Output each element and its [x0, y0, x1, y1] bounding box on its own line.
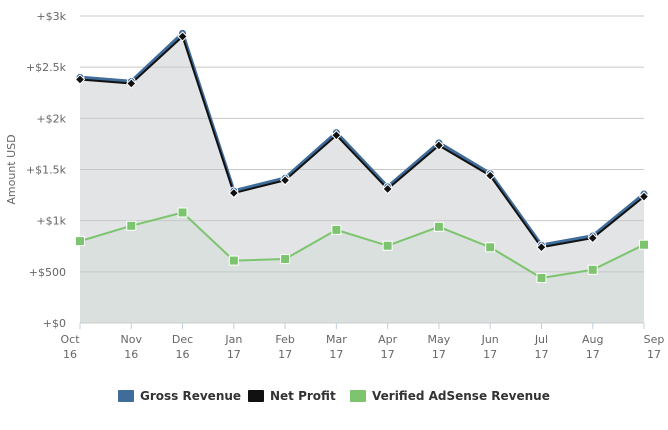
- legend-label: Net Profit: [270, 389, 336, 403]
- legend-label: Gross Revenue: [140, 389, 241, 403]
- x-tick-label: Feb 17: [275, 333, 294, 361]
- x-tick-label: May 17: [428, 333, 451, 361]
- point-net-profit: [536, 242, 547, 253]
- grid-lines: [79, 15, 645, 329]
- y-tick-label: +$3k: [36, 10, 66, 23]
- point-verified-adsense-revenue: [126, 220, 137, 231]
- point-verified-adsense-revenue: [228, 255, 239, 266]
- x-tick-label: Nov 16: [121, 333, 143, 361]
- y-tick-label: +$500: [29, 266, 66, 279]
- x-tick-label: Mar 17: [326, 333, 347, 361]
- point-net-profit: [228, 187, 240, 199]
- x-tick-label: Sep 17: [644, 333, 665, 361]
- point-verified-adsense-revenue: [75, 236, 85, 247]
- y-tick-label: +$1.5k: [26, 164, 67, 177]
- line-verified-adsense-revenue: [79, 211, 645, 279]
- x-tick-label: Apr 17: [378, 333, 398, 361]
- y-axis-ticks: +$0 +$500 +$1k +$1.5k +$2k +$2.5k +$3k: [26, 10, 67, 330]
- legend: Gross Revenue Net Profit Verified AdSense …: [118, 389, 550, 403]
- point-verified-adsense-revenue: [382, 240, 393, 251]
- point-net-profit: [638, 191, 650, 202]
- x-tick-label: Aug 17: [582, 333, 603, 361]
- x-tick-label: Oct 16: [60, 333, 80, 361]
- line-net-profit: [79, 35, 645, 249]
- x-axis-ticks: Oct 16 Nov 16 Dec 16 Jan 17 Feb 17 Mar 17 Apr 17 May 17…: [60, 333, 664, 361]
- point-net-profit: [331, 130, 342, 141]
- x-tick-label: Jul 17: [534, 333, 549, 361]
- point-net-profit: [74, 74, 86, 85]
- point-net-profit: [484, 170, 496, 181]
- point-net-profit: [177, 31, 188, 42]
- point-net-profit: [587, 232, 598, 244]
- point-net-profit: [279, 175, 291, 186]
- point-verified-adsense-revenue: [177, 207, 188, 218]
- point-net-profit: [382, 183, 393, 195]
- x-tick-label: Jan 17: [224, 333, 242, 361]
- point-verified-adsense-revenue: [536, 272, 547, 283]
- x-tick-label: Jun 17: [481, 333, 499, 361]
- x-tick-label: Dec 16: [172, 333, 193, 361]
- point-net-profit: [433, 140, 445, 151]
- point-verified-adsense-revenue: [639, 239, 649, 250]
- y-axis-title: Amount USD: [5, 134, 18, 204]
- legend-swatch: [118, 390, 134, 402]
- y-tick-label: +$2k: [36, 112, 66, 125]
- point-verified-adsense-revenue: [280, 254, 291, 265]
- area-verified-adsense-revenue: [80, 212, 644, 323]
- point-verified-adsense-revenue: [485, 242, 496, 253]
- point-verified-adsense-revenue: [587, 264, 598, 275]
- line-gross-revenue: [79, 31, 646, 247]
- legend-swatch: [350, 390, 366, 402]
- legend-label: Verified AdSense Revenue: [372, 389, 550, 403]
- y-tick-label: +$0: [43, 317, 66, 330]
- y-tick-label: +$2.5k: [26, 61, 67, 74]
- series-lines: [79, 31, 646, 279]
- series-areas: [80, 33, 644, 323]
- point-verified-adsense-revenue: [433, 221, 444, 232]
- point-verified-adsense-revenue: [331, 224, 342, 235]
- y-tick-label: +$1k: [36, 215, 66, 228]
- series-markers: [74, 28, 650, 283]
- point-net-profit: [126, 78, 137, 89]
- legend-swatch: [248, 390, 264, 402]
